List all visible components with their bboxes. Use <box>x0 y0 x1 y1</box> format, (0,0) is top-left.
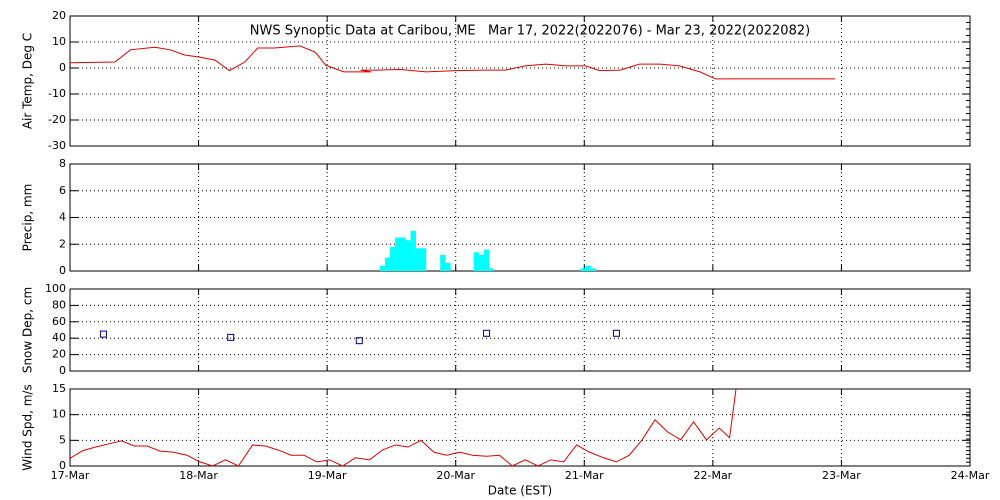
bar <box>440 254 446 271</box>
point <box>483 329 491 337</box>
x-tick-label: 21-Mar <box>565 469 604 482</box>
y-tick-label: 15 <box>52 382 66 395</box>
y-axis-label: Air Temp, Deg C <box>21 33 35 129</box>
x-tick-label: 17-Mar <box>51 469 90 482</box>
x-tick-label: 20-Mar <box>436 469 475 482</box>
bar <box>420 248 427 271</box>
x-tick-label: 19-Mar <box>308 469 347 482</box>
x-tick-label: 18-Mar <box>179 469 218 482</box>
y-tick-label: 40 <box>52 331 66 344</box>
y-tick-label: -20 <box>48 113 66 126</box>
bar <box>478 254 485 271</box>
bar <box>445 262 451 271</box>
x-tick-label: 22-Mar <box>693 469 732 482</box>
y-tick-label: 10 <box>52 35 66 48</box>
y-tick-label: -30 <box>48 139 66 152</box>
point <box>99 330 107 338</box>
y-axis-label: Wind Spd, m/s <box>21 384 35 470</box>
y-tick-label: 60 <box>52 315 66 328</box>
bar <box>390 246 396 271</box>
x-tick-label: 23-Mar <box>822 469 861 482</box>
y-tick-label: 0 <box>59 459 66 472</box>
x-tick-label: 24-Mar <box>951 469 990 482</box>
y-tick-label: -10 <box>48 87 66 100</box>
bar <box>473 252 479 271</box>
bar <box>585 265 591 271</box>
y-tick-label: 20 <box>52 348 66 361</box>
point <box>355 337 363 345</box>
bar <box>483 249 490 271</box>
bar <box>400 237 406 271</box>
point <box>227 333 235 341</box>
bar <box>395 237 401 271</box>
y-axis-label: Snow Dep, cm <box>21 287 35 373</box>
y-tick-label: 8 <box>59 157 66 170</box>
y-axis-label: Precip, mm <box>21 184 35 252</box>
x-axis-label: Date (EST) <box>488 484 552 498</box>
y-tick-label: 2 <box>59 237 66 250</box>
line-series <box>69 45 835 80</box>
y-tick-label: 5 <box>59 433 66 446</box>
y-tick-label: 80 <box>52 298 66 311</box>
bar <box>405 240 411 271</box>
line-series <box>69 388 737 467</box>
bar <box>580 268 586 271</box>
bar <box>590 268 596 271</box>
bar <box>415 248 422 271</box>
y-tick-label: 100 <box>45 282 66 295</box>
y-tick-label: 4 <box>59 211 66 224</box>
y-tick-label: 0 <box>59 61 66 74</box>
bar <box>384 257 391 271</box>
y-tick-label: 0 <box>59 264 66 277</box>
y-tick-label: 0 <box>59 364 66 377</box>
chart-title: NWS Synoptic Data at Caribou, ME Mar 17,… <box>250 24 810 39</box>
bar <box>379 265 386 271</box>
y-tick-label: 6 <box>59 184 66 197</box>
point <box>612 329 620 337</box>
y-tick-label: 20 <box>52 9 66 22</box>
bar <box>410 230 416 271</box>
y-tick-label: 10 <box>52 408 66 421</box>
bar <box>487 268 494 271</box>
